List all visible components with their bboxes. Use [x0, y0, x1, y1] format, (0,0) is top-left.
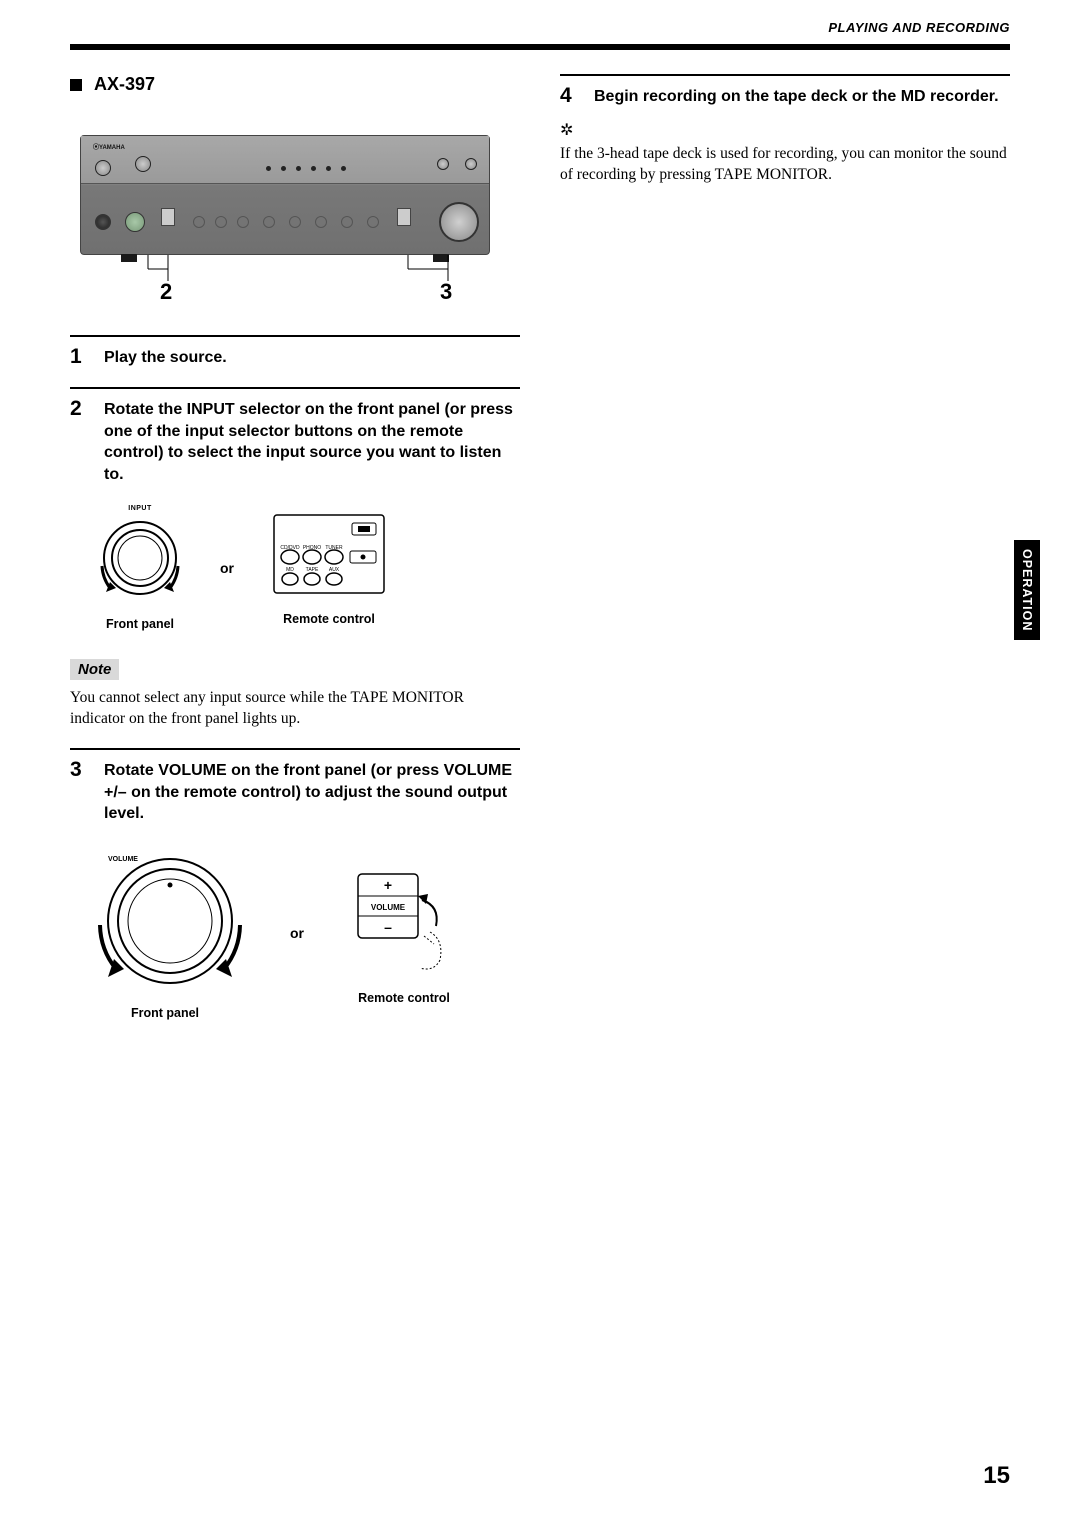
front-panel-label: Front panel: [90, 617, 190, 631]
right-column: 4 Begin recording on the tape deck or th…: [560, 74, 1010, 1020]
step-num: 2: [70, 397, 90, 485]
svg-text:AUX: AUX: [329, 567, 340, 573]
rule: [70, 387, 520, 389]
step-2: 2 Rotate the INPUT selector on the front…: [70, 397, 520, 485]
side-tab-operation: OPERATION: [1014, 540, 1040, 640]
page-number: 15: [983, 1462, 1010, 1490]
callout-3: 3: [440, 279, 452, 305]
header-rule: [70, 44, 1010, 50]
svg-text:+: +: [384, 877, 392, 893]
tip-body: If the 3-head tape deck is used for reco…: [560, 144, 1010, 186]
note-body: You cannot select any input source while…: [70, 688, 520, 730]
remote-control-label: Remote control: [264, 612, 394, 626]
front-panel-label: Front panel: [80, 1006, 250, 1020]
or-label: or: [290, 925, 304, 941]
section-title: PLAYING AND RECORDING: [828, 20, 1010, 35]
step-text: Rotate the INPUT selector on the front p…: [104, 397, 520, 485]
remote-control-label: Remote control: [344, 991, 464, 1005]
step-text: Begin recording on the tape deck or the …: [594, 84, 999, 108]
input-knob-illus: INPUT Front panel: [90, 505, 190, 631]
svg-text:VOLUME: VOLUME: [108, 856, 138, 863]
step-1: 1 Play the source.: [70, 345, 520, 369]
model-title: AX-397: [70, 74, 520, 95]
volume-rocker-icon: + VOLUME –: [344, 860, 464, 980]
model-name: AX-397: [94, 74, 155, 95]
logo-text: ⦿YAMAHA: [93, 142, 125, 151]
rule: [70, 335, 520, 337]
volume-knob-icon: VOLUME: [80, 845, 250, 995]
step-text: Play the source.: [104, 345, 227, 369]
square-bullet-icon: [70, 79, 82, 91]
step-num: 4: [560, 84, 580, 108]
remote-volume-illus: + VOLUME – Remote control: [344, 860, 464, 1005]
remote-icon: CD/DVD PHONO TUNER MD TAPE AUX: [264, 511, 394, 601]
remote-illus: CD/DVD PHONO TUNER MD TAPE AUX Rem: [264, 511, 394, 626]
device-illustration: ⦿YAMAHA: [70, 135, 500, 305]
note-label: Note: [70, 659, 119, 680]
step-4: 4 Begin recording on the tape deck or th…: [560, 84, 1010, 108]
svg-text:–: –: [384, 919, 392, 935]
step-num: 1: [70, 345, 90, 369]
or-label: or: [220, 560, 234, 576]
callout-2: 2: [160, 279, 172, 305]
rule: [560, 74, 1010, 76]
knob-icon: [90, 516, 190, 606]
left-column: AX-397 ⦿YAMAHA: [70, 74, 520, 1020]
volume-knob-illus: VOLUME Front panel: [80, 845, 250, 1020]
rule: [70, 748, 520, 750]
step-3: 3 Rotate VOLUME on the front panel (or p…: [70, 758, 520, 825]
svg-text:TAPE: TAPE: [306, 567, 319, 573]
svg-text:MD: MD: [286, 567, 294, 573]
tip-icon: ✲: [560, 120, 1010, 140]
step-text: Rotate VOLUME on the front panel (or pre…: [104, 758, 520, 825]
svg-text:VOLUME: VOLUME: [371, 903, 406, 912]
step-num: 3: [70, 758, 90, 825]
